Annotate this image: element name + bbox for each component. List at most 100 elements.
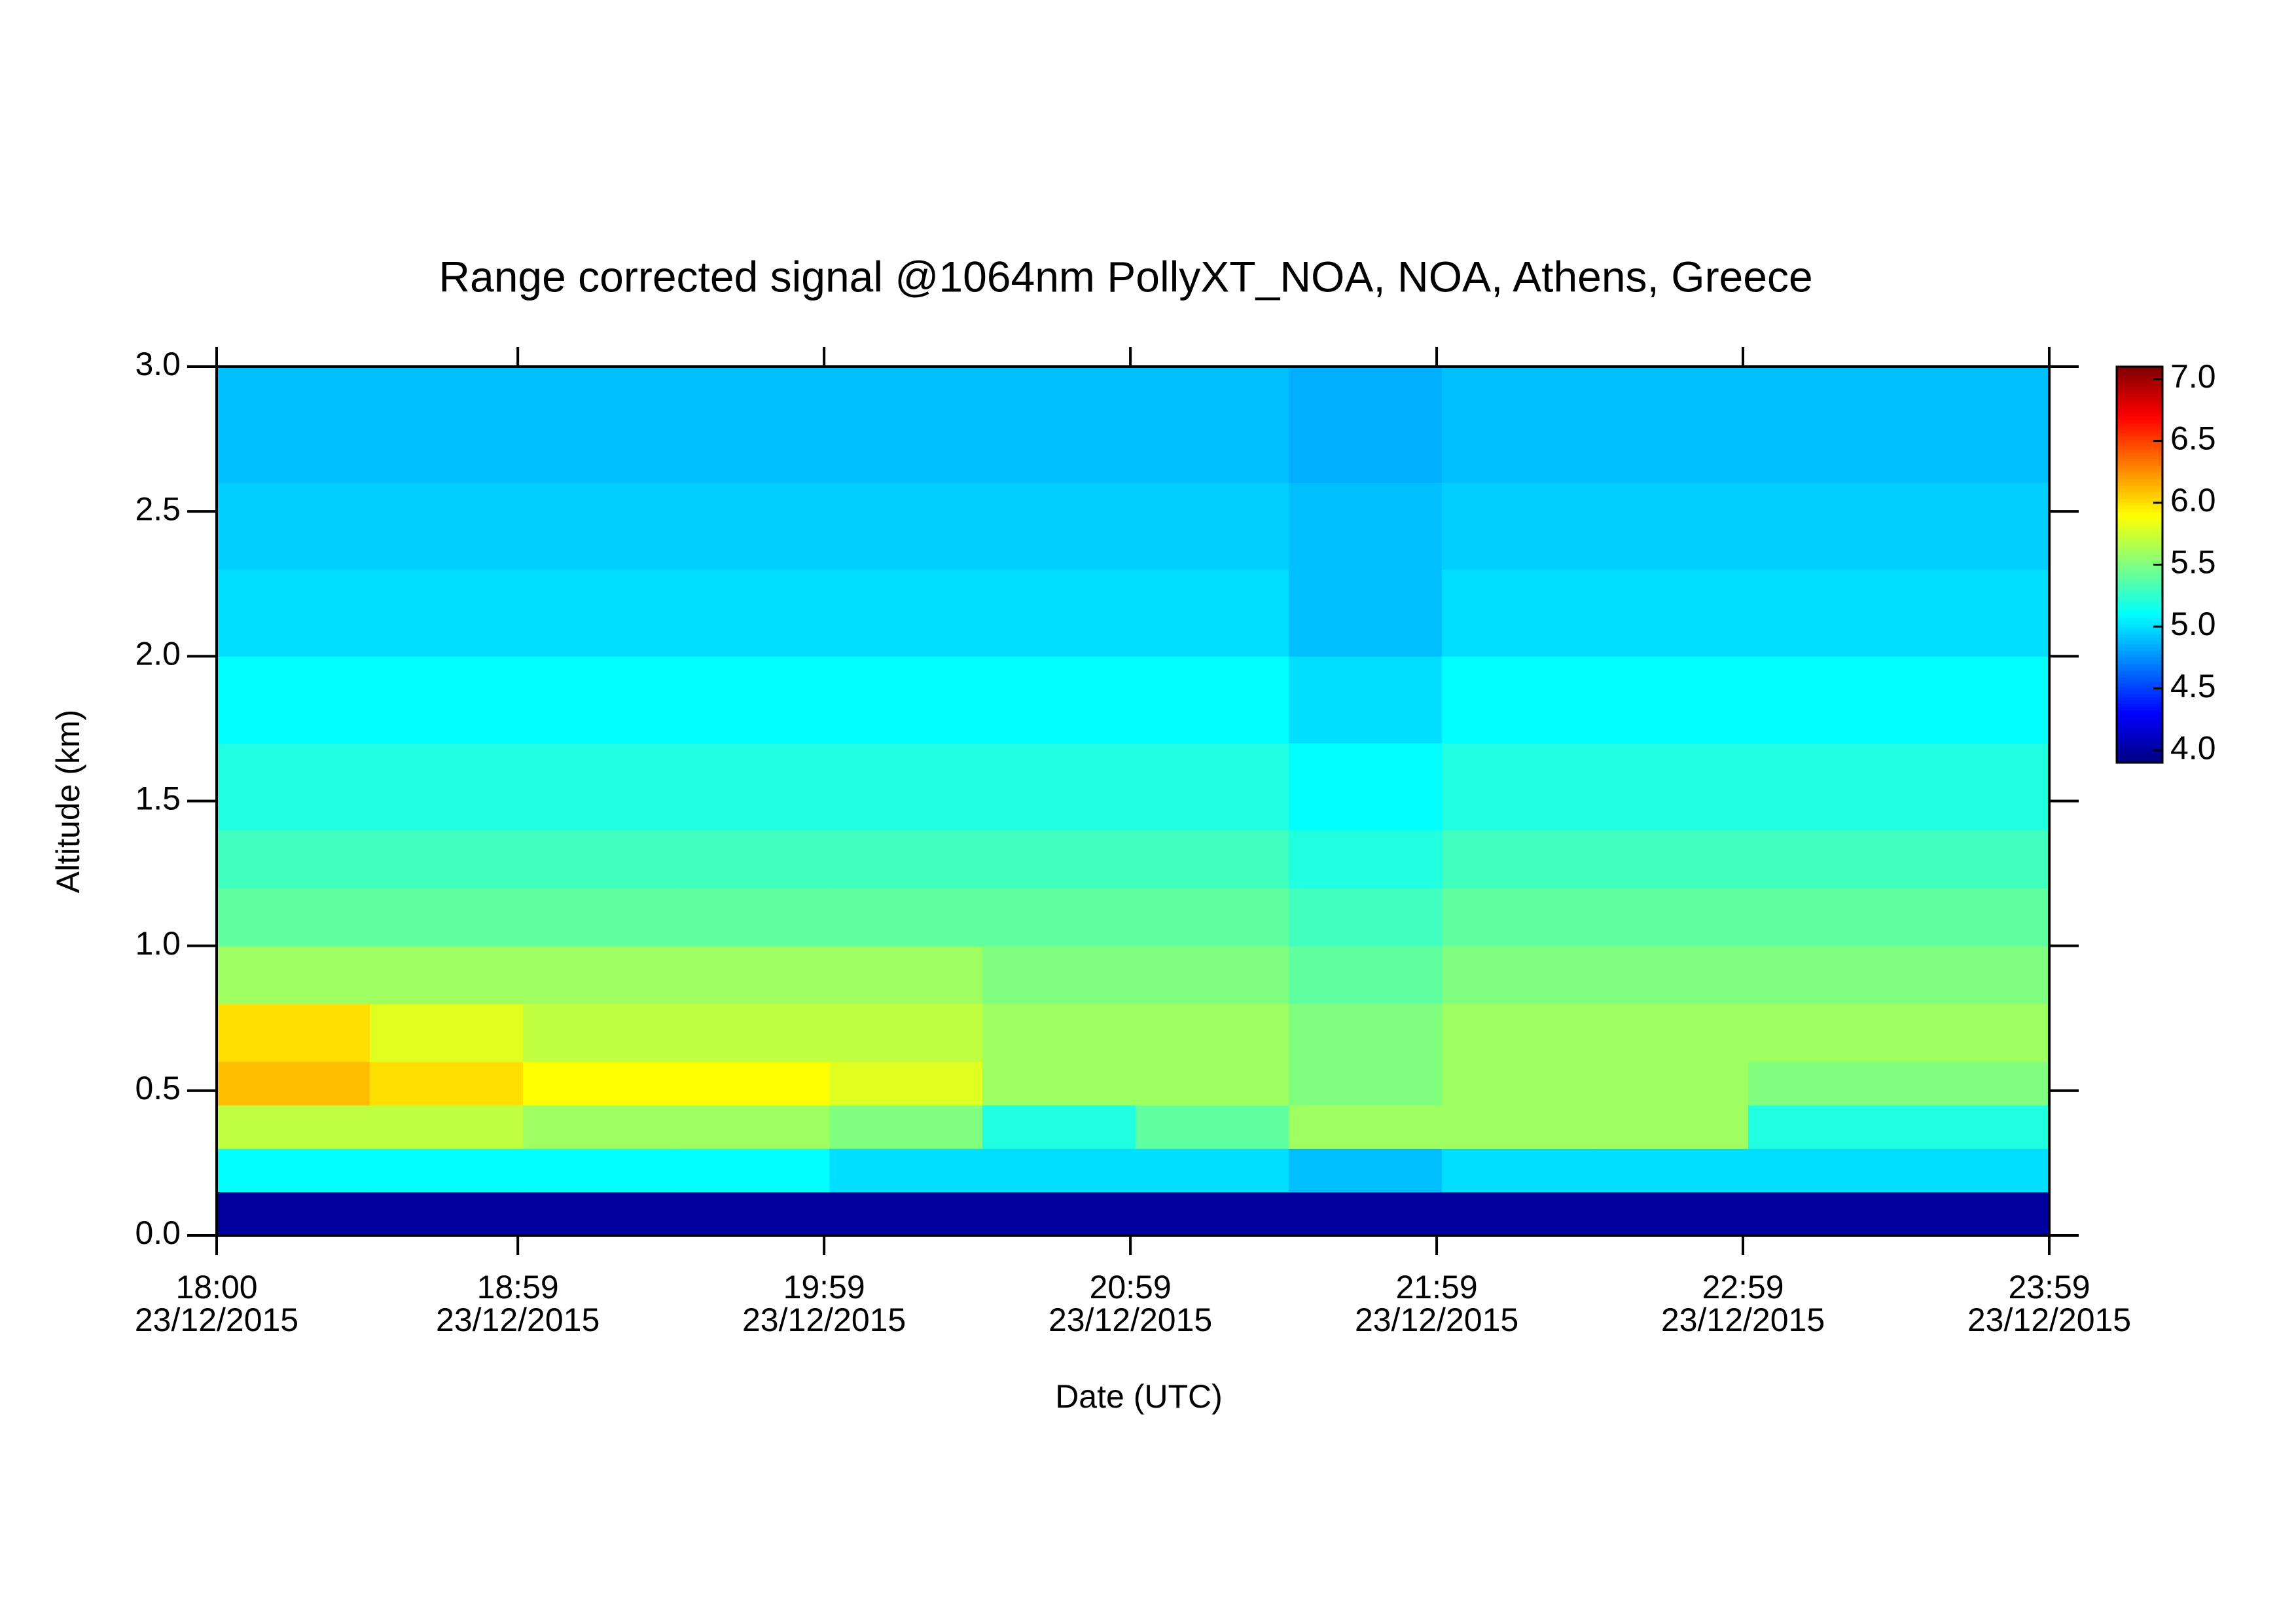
heatmap-cell	[1288, 945, 1443, 1004]
heatmap-cell	[1135, 888, 1289, 947]
heatmap-cell	[829, 1004, 983, 1063]
colorbar-tick-label: 5.5	[2170, 544, 2216, 581]
colorbar-segment	[2117, 525, 2162, 529]
colorbar-segment	[2117, 713, 2162, 718]
heatmap-cell	[1594, 1192, 1749, 1236]
heatmap-cell	[522, 1061, 677, 1106]
heatmap-cell	[1135, 482, 1289, 570]
colorbar-segment	[2117, 759, 2162, 763]
heatmap-cell	[217, 569, 370, 657]
heatmap-cell	[1441, 367, 1596, 483]
heatmap-cell	[982, 1148, 1136, 1193]
colorbar-segment	[2117, 687, 2162, 691]
heatmap-cell	[829, 569, 983, 657]
heatmap-cell	[522, 367, 677, 483]
heatmap-cell	[522, 1104, 677, 1149]
colorbar-segment	[2117, 396, 2162, 401]
colorbar-segment	[2117, 528, 2162, 532]
colorbar-segment	[2117, 380, 2162, 384]
colorbar-segment	[2117, 723, 2162, 727]
heatmap-cell	[1441, 945, 1596, 1004]
colorbar-segment	[2117, 577, 2162, 582]
heatmap-cell	[217, 1192, 370, 1236]
x-tick-label: 23/12/2015	[1355, 1302, 1518, 1338]
colorbar-segment	[2117, 584, 2162, 589]
colorbar-segment	[2117, 726, 2162, 731]
colorbar-segment	[2117, 564, 2162, 569]
heatmap-cell	[369, 569, 524, 657]
heatmap-cell	[217, 830, 370, 888]
x-tick-label: 23/12/2015	[135, 1302, 298, 1338]
x-tick-label: 21:59	[1396, 1269, 1478, 1305]
heatmap-cell	[1594, 945, 1749, 1004]
heatmap-cell	[1441, 1148, 1596, 1193]
heatmap-cell	[982, 656, 1136, 744]
heatmap-cell	[522, 656, 677, 744]
y-tick-label: 0.0	[135, 1214, 181, 1251]
heatmap-cell	[1288, 656, 1443, 744]
heatmap-cell	[1901, 1148, 2050, 1193]
colorbar-segment	[2117, 574, 2162, 579]
heatmap-cell	[1135, 569, 1289, 657]
heatmap-cell	[675, 743, 830, 831]
colorbar-segment	[2117, 568, 2162, 572]
colorbar-segment	[2117, 426, 2162, 430]
colorbar-segment	[2117, 551, 2162, 555]
heatmap-cell	[217, 743, 370, 831]
heatmap-cell	[829, 656, 983, 744]
colorbar-segment	[2117, 416, 2162, 420]
chart-title: Range corrected signal @1064nm PollyXT_N…	[439, 252, 1812, 301]
heatmap-cell	[1901, 945, 2050, 1004]
heatmap-cell	[1288, 1061, 1443, 1106]
colorbar-segment	[2117, 548, 2162, 552]
colorbar-segment	[2117, 545, 2162, 549]
colorbar-segment	[2117, 488, 2162, 493]
colorbar-segment	[2117, 449, 2162, 453]
x-tick-label: 23:59	[2008, 1269, 2090, 1305]
heatmap-cell	[217, 656, 370, 744]
heatmap-cell	[1594, 367, 1749, 483]
heatmap-cell	[1748, 1061, 1902, 1106]
heatmap-cell	[982, 830, 1136, 888]
heatmap-cell	[1594, 1148, 1749, 1193]
colorbar-segment	[2117, 604, 2162, 608]
colorbar-segment	[2117, 505, 2162, 509]
heatmap-cell	[1135, 945, 1289, 1004]
colorbar-segment	[2117, 538, 2162, 542]
x-tick-label: 23/12/2015	[1661, 1302, 1825, 1338]
colorbar-segment	[2117, 373, 2162, 377]
colorbar-segment	[2117, 736, 2162, 740]
colorbar-segment	[2117, 634, 2162, 638]
heatmap-cell	[522, 888, 677, 947]
heatmap-cell	[522, 1148, 677, 1193]
colorbar-segment	[2117, 446, 2162, 450]
heatmap-cell	[829, 830, 983, 888]
colorbar-segment	[2117, 600, 2162, 605]
heatmap-cell	[217, 367, 370, 483]
heatmap-cell	[1288, 482, 1443, 570]
colorbar-segment	[2117, 465, 2162, 469]
colorbar-segment	[2117, 680, 2162, 684]
colorbar-segment	[2117, 435, 2162, 440]
colorbar-segment	[2117, 621, 2162, 625]
heatmap-cell	[217, 482, 370, 570]
heatmap-cell	[1288, 830, 1443, 888]
colorbar-segment	[2117, 644, 2162, 648]
heatmap-cell	[217, 1148, 370, 1193]
heatmap-cell	[829, 1148, 983, 1193]
colorbar-segment	[2117, 614, 2162, 618]
heatmap-cell	[522, 1004, 677, 1063]
heatmap-cell	[369, 1192, 524, 1236]
heatmap-cell	[1135, 1192, 1289, 1236]
heatmap-cell	[1594, 482, 1749, 570]
colorbar-segment	[2117, 541, 2162, 545]
colorbar-segment	[2117, 498, 2162, 503]
colorbar-segment	[2117, 676, 2162, 681]
heatmap-cell	[1135, 1104, 1289, 1149]
heatmap-cell	[522, 482, 677, 570]
colorbar-segment	[2117, 432, 2162, 437]
heatmap-cell	[1594, 830, 1749, 888]
colorbar-segment	[2117, 742, 2162, 747]
x-axis-label: Date (UTC)	[1055, 1378, 1223, 1415]
